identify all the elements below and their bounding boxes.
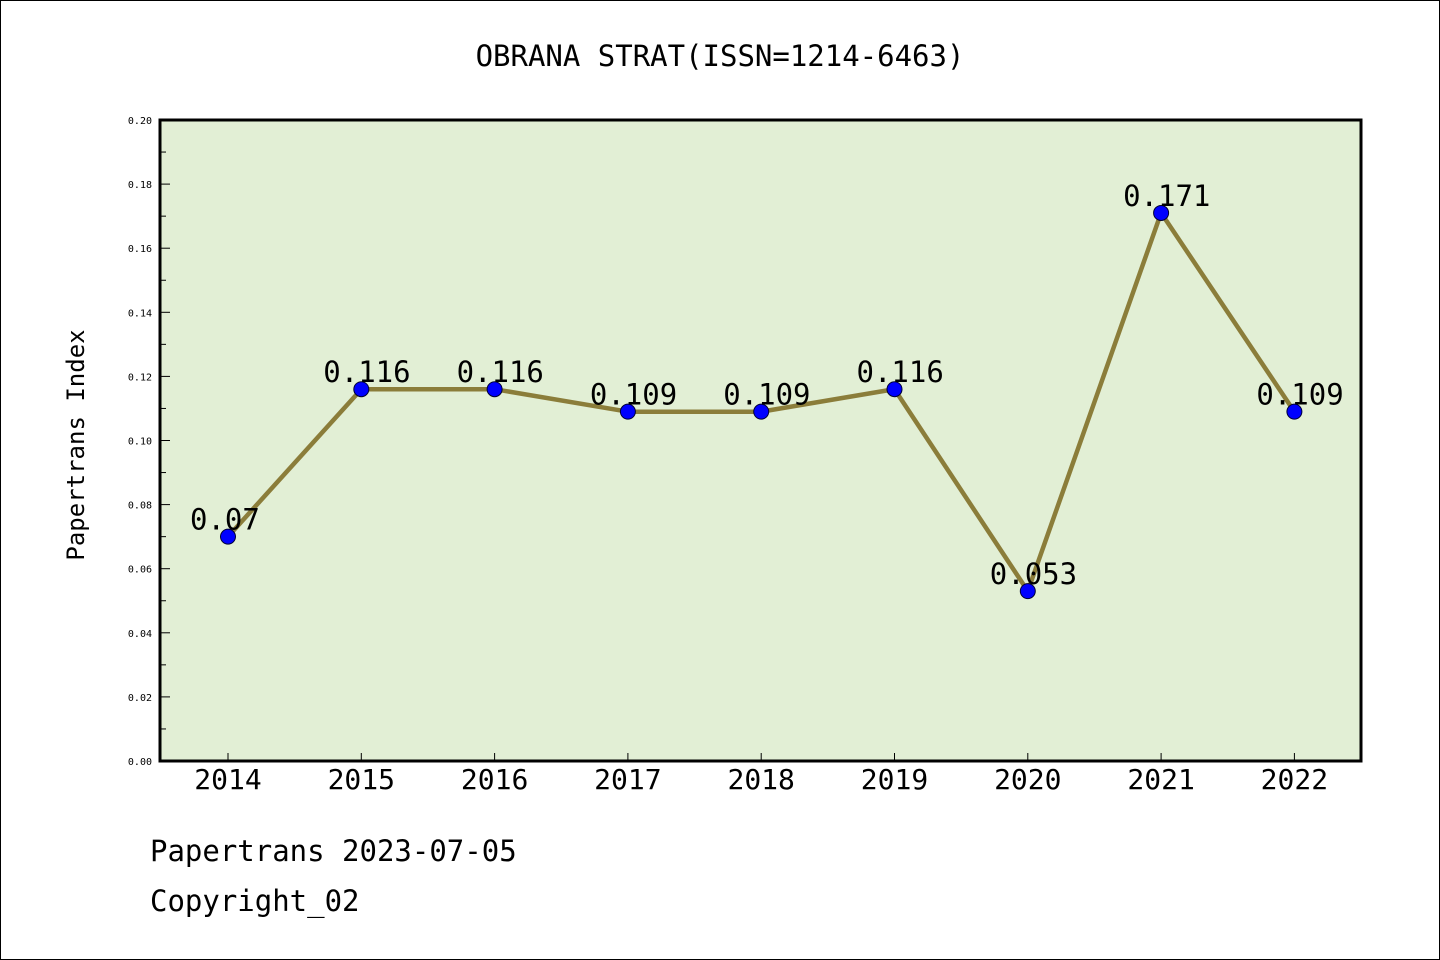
data-point — [353, 381, 370, 398]
data-label: 0.171 — [1123, 179, 1210, 213]
data-point — [1286, 403, 1303, 420]
data-point — [753, 403, 770, 420]
y-tick-label: 0.20 — [128, 116, 152, 127]
x-tick-label: 2021 — [1127, 763, 1194, 796]
data-label: 0.07 — [190, 503, 260, 537]
data-label: 0.116 — [457, 355, 544, 389]
chart-title: OBRANA STRAT(ISSN=1214-6463) — [476, 39, 965, 73]
series-line-group — [220, 204, 1303, 600]
data-point — [486, 381, 503, 398]
footer-date-line: Papertrans 2023-07-05 — [150, 834, 517, 868]
data-label: 0.116 — [323, 355, 410, 389]
x-tick-label: 2014 — [194, 763, 261, 796]
data-label: 0.109 — [590, 378, 677, 412]
y-tick-label: 0.18 — [128, 180, 152, 191]
x-axis: 2014 2015 2016 2017 2018 2019 2020 2021 2022 — [194, 753, 1328, 796]
data-point — [886, 381, 903, 398]
y-tick-label: 0.04 — [128, 629, 152, 640]
y-tick-label: 0.06 — [128, 565, 152, 576]
y-tick-label: 0.12 — [128, 372, 152, 383]
x-tick-label: 2020 — [994, 763, 1061, 796]
y-axis-title: Papertrans Index — [62, 329, 90, 560]
y-tick-label: 0.10 — [128, 437, 152, 448]
data-point — [1153, 204, 1170, 221]
x-tick-label: 2017 — [594, 763, 661, 796]
y-tick-label: 0.08 — [128, 501, 152, 512]
y-tick-label: 0.16 — [128, 244, 152, 255]
x-tick-label: 2019 — [861, 763, 928, 796]
y-tick-label: 0.02 — [128, 693, 152, 704]
data-point — [1019, 583, 1036, 600]
data-label: 0.053 — [990, 557, 1077, 591]
y-tick-label: 0.14 — [128, 308, 152, 319]
data-point — [619, 403, 636, 420]
data-label: 0.109 — [723, 378, 810, 412]
footer-copyright: Copyright_02 — [150, 884, 360, 918]
y-tick-label: 0.00 — [128, 757, 152, 768]
x-tick-label: 2015 — [328, 763, 395, 796]
plot-area — [158, 118, 1363, 763]
data-point — [220, 528, 236, 545]
x-tick-label: 2022 — [1261, 763, 1328, 796]
x-tick-label: 2018 — [727, 763, 794, 796]
y-axis: 0.00 0.02 0.04 0.06 0.08 0.10 0.12 0.14 0.16 0.18… — [128, 116, 170, 768]
data-label: 0.116 — [857, 355, 944, 389]
data-label-group: 0.07 0.116 0.116 0.109 0.109 0.116 0.053 0.171 0… — [190, 179, 1344, 591]
data-label: 0.109 — [1256, 378, 1343, 412]
x-tick-label: 2016 — [461, 763, 528, 796]
